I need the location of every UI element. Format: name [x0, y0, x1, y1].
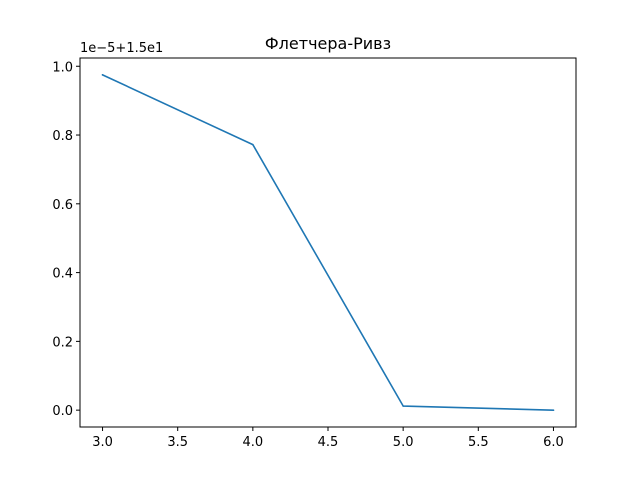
y-tick-label: 0.8	[52, 129, 73, 144]
data-point	[552, 409, 555, 411]
series-layer	[101, 74, 555, 411]
data-point	[252, 143, 254, 146]
y-tick-label: 0.2	[52, 335, 73, 350]
y-tick-label: 0.0	[52, 404, 73, 419]
x-axis: 3.0 3.5 4.0 4.5 5.0 5.5 6.0	[92, 427, 564, 450]
data-point	[402, 405, 404, 407]
x-tick-label: 5.5	[468, 435, 489, 450]
plot-area-frame	[79, 57, 577, 428]
x-tick-label: 3.5	[167, 435, 188, 450]
x-tick-label: 4.5	[318, 435, 339, 450]
y-axis: 0.0 0.2 0.4 0.6 0.8 1.0	[52, 60, 80, 419]
x-tick-label: 5.0	[393, 435, 414, 450]
series-line	[101, 74, 555, 411]
chart-title: Флетчера-Ривз	[265, 34, 391, 53]
y-axis-offset-label: 1e−5+1.5e1	[80, 41, 163, 56]
y-tick-label: 1.0	[52, 60, 73, 75]
y-tick-label: 0.6	[52, 198, 73, 213]
y-tick-label: 0.4	[52, 267, 73, 282]
x-tick-label: 4.0	[243, 435, 264, 450]
data-point	[101, 74, 104, 76]
x-tick-label: 3.0	[92, 435, 113, 450]
x-tick-label: 6.0	[543, 435, 564, 450]
